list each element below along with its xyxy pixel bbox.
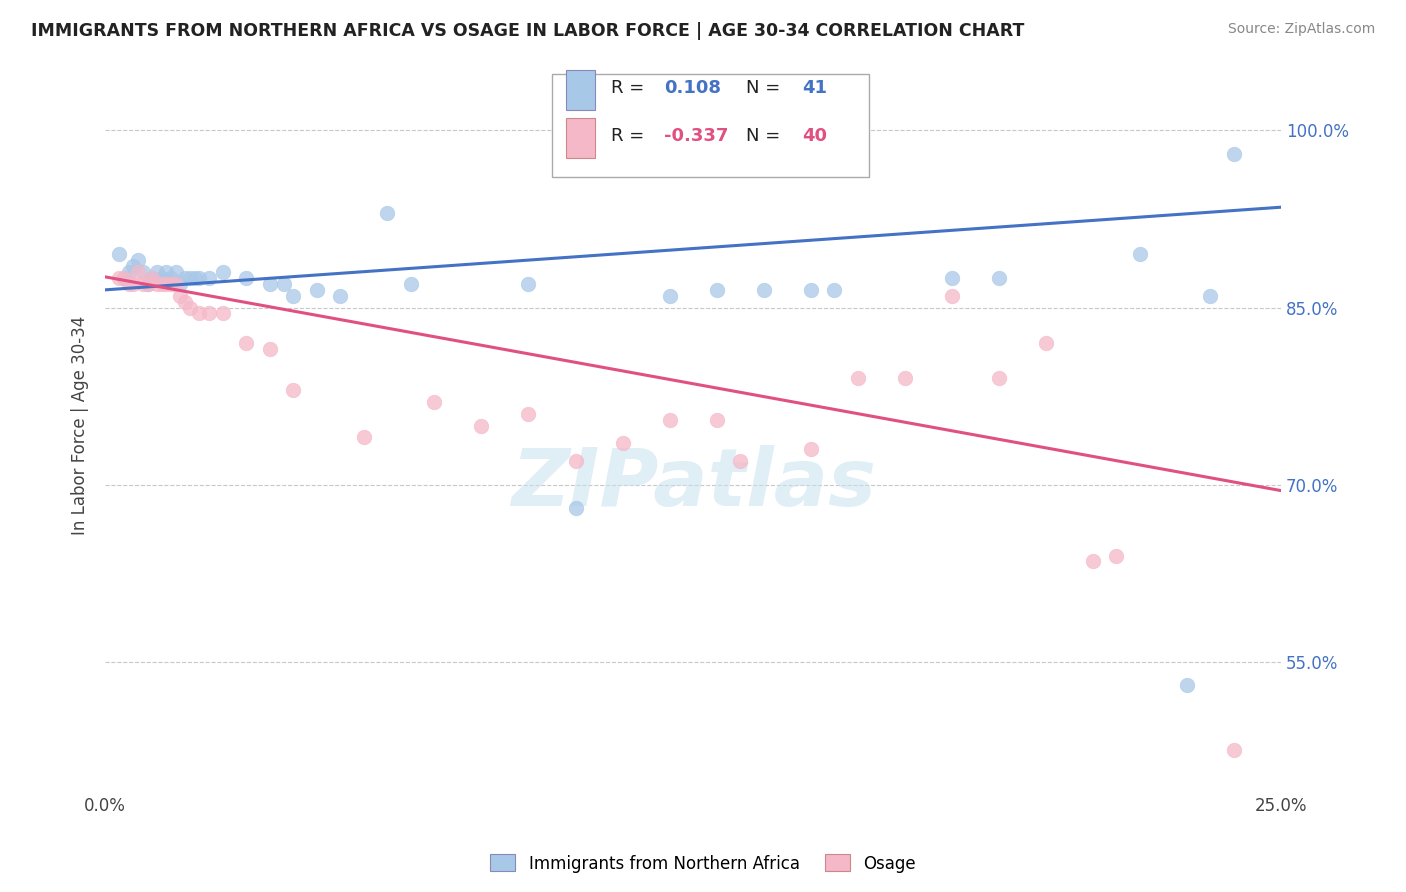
Point bbox=[122, 259, 145, 273]
Point bbox=[141, 271, 163, 285]
Point bbox=[941, 271, 963, 285]
Point bbox=[1081, 554, 1104, 568]
Point bbox=[305, 283, 328, 297]
Point bbox=[846, 371, 869, 385]
Point bbox=[1035, 336, 1057, 351]
Point bbox=[987, 371, 1010, 385]
Point bbox=[941, 289, 963, 303]
Point bbox=[136, 277, 159, 291]
Point bbox=[108, 271, 131, 285]
Point bbox=[165, 265, 187, 279]
Point bbox=[470, 418, 492, 433]
Text: R =: R = bbox=[610, 128, 650, 145]
Point bbox=[169, 277, 191, 291]
Point bbox=[132, 277, 155, 291]
Point bbox=[1175, 678, 1198, 692]
Point bbox=[160, 271, 183, 285]
Point bbox=[423, 395, 446, 409]
Point bbox=[150, 271, 173, 285]
Bar bbox=[567, 118, 596, 158]
Bar bbox=[567, 70, 596, 110]
Point bbox=[160, 277, 183, 291]
Point bbox=[1199, 289, 1222, 303]
Point bbox=[564, 501, 586, 516]
Point bbox=[136, 277, 159, 291]
Point bbox=[197, 306, 219, 320]
Point bbox=[150, 277, 173, 291]
Point bbox=[155, 277, 177, 291]
Point bbox=[517, 407, 540, 421]
Point bbox=[259, 342, 281, 356]
FancyBboxPatch shape bbox=[553, 74, 869, 177]
Point bbox=[658, 289, 681, 303]
Point bbox=[183, 271, 205, 285]
Text: IMMIGRANTS FROM NORTHERN AFRICA VS OSAGE IN LABOR FORCE | AGE 30-34 CORRELATION : IMMIGRANTS FROM NORTHERN AFRICA VS OSAGE… bbox=[31, 22, 1025, 40]
Point bbox=[235, 336, 257, 351]
Text: R =: R = bbox=[610, 79, 650, 97]
Point bbox=[169, 289, 191, 303]
Point bbox=[188, 271, 211, 285]
Point bbox=[146, 277, 169, 291]
Point bbox=[706, 283, 728, 297]
Text: ZIPatlas: ZIPatlas bbox=[510, 445, 876, 524]
Point bbox=[259, 277, 281, 291]
Point bbox=[108, 247, 131, 261]
Point bbox=[179, 271, 201, 285]
Point bbox=[377, 206, 399, 220]
Point bbox=[987, 271, 1010, 285]
Legend: Immigrants from Northern Africa, Osage: Immigrants from Northern Africa, Osage bbox=[484, 847, 922, 880]
Point bbox=[127, 253, 149, 268]
Point bbox=[211, 265, 233, 279]
Point bbox=[728, 454, 751, 468]
Text: Source: ZipAtlas.com: Source: ZipAtlas.com bbox=[1227, 22, 1375, 37]
Point bbox=[112, 271, 135, 285]
Point bbox=[141, 271, 163, 285]
Point bbox=[823, 283, 845, 297]
Text: 0.108: 0.108 bbox=[664, 79, 721, 97]
Point bbox=[1105, 549, 1128, 563]
Point bbox=[706, 413, 728, 427]
Point bbox=[118, 277, 141, 291]
Point bbox=[188, 306, 211, 320]
Point bbox=[800, 442, 823, 457]
Point bbox=[273, 277, 295, 291]
Point bbox=[893, 371, 915, 385]
Point bbox=[1223, 147, 1246, 161]
Point bbox=[165, 277, 187, 291]
Point bbox=[179, 301, 201, 315]
Point bbox=[1223, 743, 1246, 757]
Point bbox=[132, 265, 155, 279]
Point bbox=[564, 454, 586, 468]
Point bbox=[283, 289, 305, 303]
Text: -0.337: -0.337 bbox=[664, 128, 728, 145]
Text: 41: 41 bbox=[803, 79, 827, 97]
Point bbox=[800, 283, 823, 297]
Point bbox=[155, 265, 177, 279]
Point bbox=[112, 271, 135, 285]
Point bbox=[122, 277, 145, 291]
Point bbox=[752, 283, 775, 297]
Text: N =: N = bbox=[747, 128, 786, 145]
Point bbox=[235, 271, 257, 285]
Point bbox=[1129, 247, 1152, 261]
Point bbox=[283, 383, 305, 397]
Point bbox=[399, 277, 422, 291]
Point bbox=[146, 265, 169, 279]
Point bbox=[174, 271, 197, 285]
Point bbox=[517, 277, 540, 291]
Y-axis label: In Labor Force | Age 30-34: In Labor Force | Age 30-34 bbox=[72, 316, 89, 535]
Point bbox=[118, 265, 141, 279]
Point bbox=[658, 413, 681, 427]
Point bbox=[353, 430, 375, 444]
Text: N =: N = bbox=[747, 79, 786, 97]
Text: 40: 40 bbox=[803, 128, 827, 145]
Point bbox=[174, 294, 197, 309]
Point bbox=[612, 436, 634, 450]
Point bbox=[211, 306, 233, 320]
Point bbox=[127, 265, 149, 279]
Point bbox=[197, 271, 219, 285]
Point bbox=[329, 289, 352, 303]
